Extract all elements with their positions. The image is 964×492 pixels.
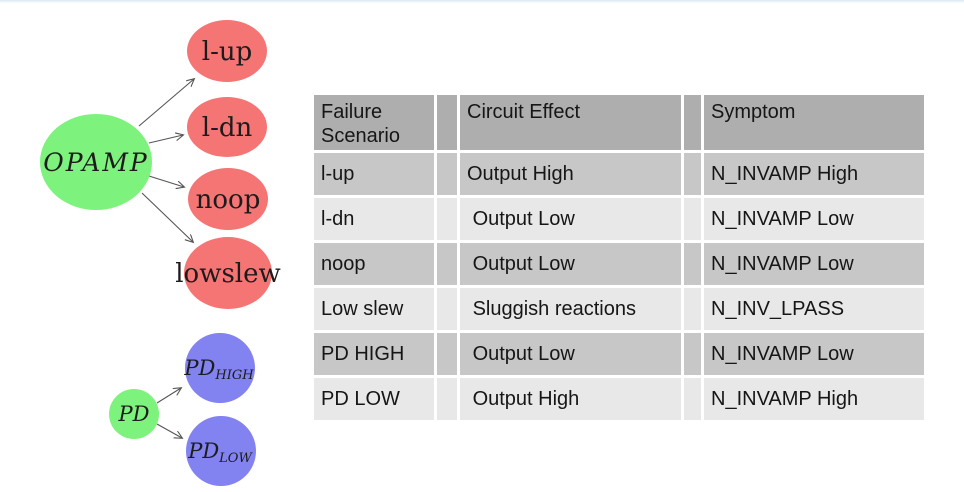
cell-spacer [684,288,701,330]
pd-low-label: PDLOW [187,439,253,466]
arrow-pd-to-pdlow [156,423,182,438]
pd-circle [109,389,159,439]
header-circuit-effect: Circuit Effect [460,95,681,150]
cell-spacer [437,333,457,375]
cell-symptom: N_INV_LPASS [704,288,924,330]
table-row: noop Output Low N_INVAMP Low [314,243,924,285]
table-row: PD LOW Output High N_INVAMP High [314,378,924,420]
cell-symptom: N_INVAMP Low [704,243,924,285]
cell-symptom: N_INVAMP High [704,378,924,420]
cell-spacer [684,243,701,285]
cell-scenario: Low slew [314,288,434,330]
l-dn-ellipse [187,97,267,157]
cell-spacer [684,153,701,195]
header-spacer-2 [684,95,701,150]
cell-spacer [437,288,457,330]
cell-circuit-effect: Sluggish reactions [460,288,681,330]
l-up-ellipse [187,20,267,82]
fault-tree-diagram: OPAMP l-up l-dn noop lowslew PD PDHIGH P… [40,20,281,486]
node-lowslew: lowslew [175,237,281,309]
pd-high-label: PDHIGH [183,356,254,383]
table-header-row: Failure Scenario Circuit Effect Symptom [314,95,924,150]
opamp-ellipse [40,114,152,210]
lowslew-label: lowslew [175,259,281,289]
pd-label: PD [118,402,150,426]
pd-low-circle [186,416,256,486]
cell-circuit-effect: Output High [460,378,681,420]
failure-scenario-table: Failure Scenario Circuit Effect Symptom … [311,92,927,423]
header-failure-scenario: Failure Scenario [314,95,434,150]
cell-circuit-effect: Output High [460,153,681,195]
cell-spacer [684,333,701,375]
cell-spacer [437,153,457,195]
cell-spacer [684,198,701,240]
cell-scenario: PD LOW [314,378,434,420]
cell-circuit-effect: Output Low [460,198,681,240]
arrow-opamp-to-lowslew [141,192,193,242]
node-l-dn: l-dn [187,97,267,157]
arrow-pd-to-pdhigh [156,388,181,404]
table-row: l-dn Output Low N_INVAMP Low [314,198,924,240]
opamp-label: OPAMP [43,148,149,177]
cell-scenario: l-up [314,153,434,195]
window-top-edge [0,0,964,3]
l-dn-label: l-dn [202,113,253,143]
node-l-up: l-up [187,20,267,82]
cell-spacer [437,198,457,240]
pd-high-circle [185,333,255,403]
table-row: PD HIGH Output Low N_INVAMP Low [314,333,924,375]
node-noop: noop [188,168,268,230]
cell-circuit-effect: Output Low [460,333,681,375]
table-row: l-up Output High N_INVAMP High [314,153,924,195]
cell-scenario: l-dn [314,198,434,240]
header-spacer-1 [437,95,457,150]
noop-ellipse [188,168,268,230]
table-row: Low slew Sluggish reactions N_INV_LPASS [314,288,924,330]
arrow-opamp-to-lup [138,79,194,127]
cell-spacer [437,243,457,285]
arrow-opamp-to-noop [148,175,184,187]
cell-scenario: noop [314,243,434,285]
arrow-opamp-to-ldn [148,135,183,144]
node-opamp: OPAMP [40,114,152,210]
cell-circuit-effect: Output Low [460,243,681,285]
node-pd-low: PDLOW [186,416,256,486]
node-pd: PD [109,389,159,439]
cell-spacer [437,378,457,420]
cell-spacer [684,378,701,420]
cell-symptom: N_INVAMP Low [704,198,924,240]
noop-label: noop [196,185,261,215]
cell-symptom: N_INVAMP Low [704,333,924,375]
cell-scenario: PD HIGH [314,333,434,375]
lowslew-ellipse [184,237,272,309]
header-symptom: Symptom [704,95,924,150]
cell-symptom: N_INVAMP High [704,153,924,195]
node-pd-high: PDHIGH [183,333,255,403]
l-up-label: l-up [202,37,253,67]
